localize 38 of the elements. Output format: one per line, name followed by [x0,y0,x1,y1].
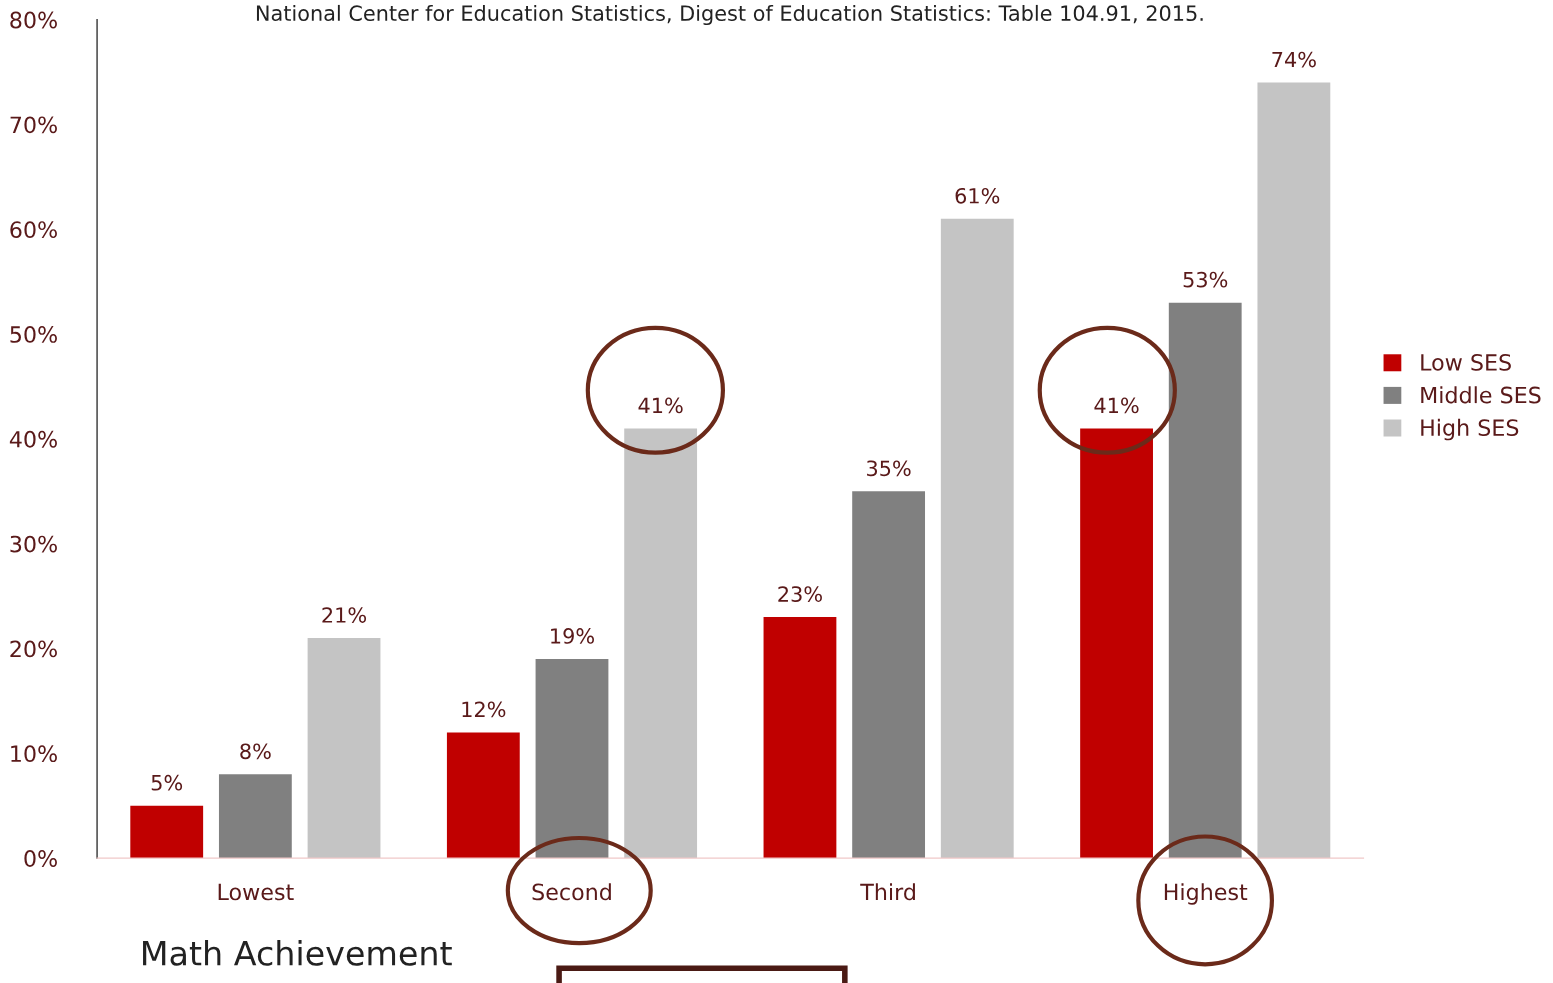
data-label: 19% [551,628,594,644]
data-label: 23% [778,586,822,602]
legend-label: High SES [1421,418,1519,441]
data-label: 21% [322,607,367,623]
legend-label: Low SES [1421,354,1511,371]
bar [446,732,520,859]
bar [130,805,204,859]
data-label: 61% [955,187,1000,204]
y-tick-label: 10% [11,745,57,763]
bar [307,638,381,859]
data-label: 41% [1094,397,1139,414]
y-tick-label: 0% [24,850,57,867]
x-tick-label: Second [532,883,611,901]
y-tick-label: 70% [10,116,57,134]
y-tick-label: 50% [10,326,57,343]
bar [940,218,1014,859]
bar [218,774,292,859]
y-tick-label: 80% [10,11,57,29]
y-tick-label: 40% [9,430,57,448]
data-label: 41% [638,397,683,414]
y-tick-label: 20% [10,640,57,658]
data-label: 74% [1272,51,1316,68]
x-tick-label: Highest [1164,883,1248,905]
annotation: National Center for Education Statistics, Digest of Education Statistics: Table 104.91, 2015. [256,4,1203,26]
x-tick-label: Lowest [218,883,294,901]
bar [763,617,837,859]
x-axis-title: Math Achievement [143,939,452,966]
legend-label: Middle SES [1421,386,1541,404]
data-label: 12% [462,701,506,718]
x-tick-label: Third [860,883,915,901]
data-label: 53% [1183,271,1228,288]
y-tick-label: 30% [10,535,57,553]
data-label: 8% [240,743,271,760]
bar [852,491,926,859]
data-label: 5% [151,774,183,791]
data-label: 35% [867,460,911,477]
bar [1257,82,1331,859]
y-tick-label: 60% [10,221,57,239]
